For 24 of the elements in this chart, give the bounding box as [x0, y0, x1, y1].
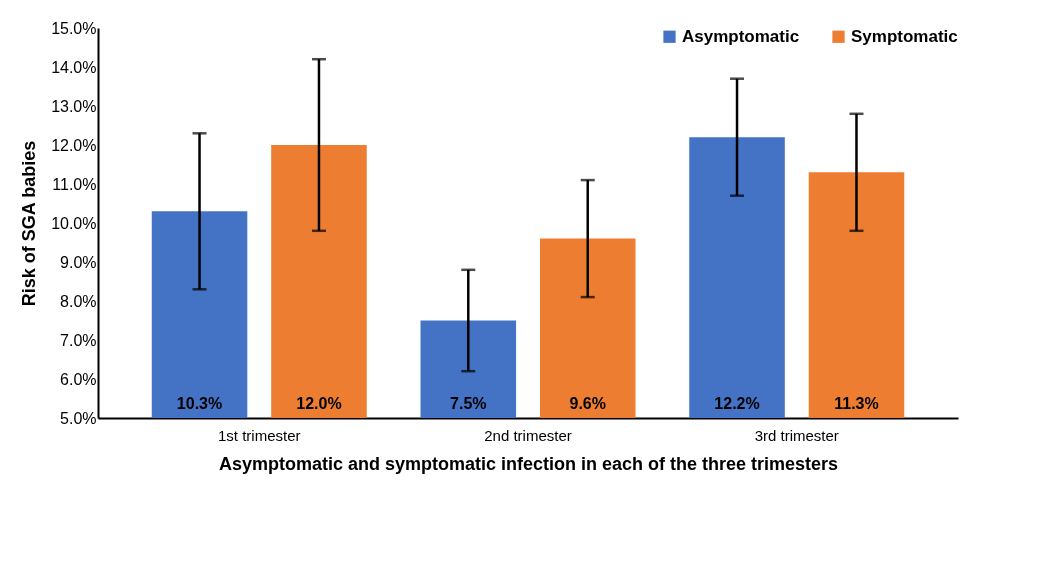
y-tick-label: 11.0%: [52, 175, 97, 193]
x-tick-label: 3rd trimester: [754, 426, 839, 444]
y-tick-label: 6.0%: [60, 370, 97, 388]
y-tick-label: 13.0%: [51, 97, 97, 115]
y-axis-title: Risk of SGA babies: [19, 140, 40, 307]
y-tick-label: 9.0%: [60, 253, 97, 271]
y-tick-label: 12.0%: [51, 136, 97, 154]
data-label: 9.6%: [569, 395, 606, 412]
y-tick-label: 5.0%: [60, 409, 97, 427]
y-tick-label: 15.0%: [51, 19, 97, 37]
x-axis-title: Asymptomatic and symptomatic infection in each of the three trimesters: [218, 453, 839, 474]
x-tick-label: 1st trimester: [217, 426, 301, 444]
y-tick-label: 14.0%: [51, 58, 97, 76]
data-label: 10.3%: [176, 395, 223, 412]
data-label: 12.0%: [296, 395, 342, 412]
y-tick-label: 10.0%: [51, 214, 97, 232]
data-label: 12.2%: [714, 395, 760, 412]
y-tick-label: 7.0%: [60, 331, 97, 349]
y-tick-label: 8.0%: [60, 292, 97, 310]
data-label: 7.5%: [450, 395, 487, 412]
legend-label: Symptomatic: [851, 26, 958, 46]
x-tick-label: 2nd trimester: [484, 426, 572, 444]
legend-label: Asymptomatic: [682, 26, 800, 46]
data-label: 11.3%: [834, 395, 879, 412]
